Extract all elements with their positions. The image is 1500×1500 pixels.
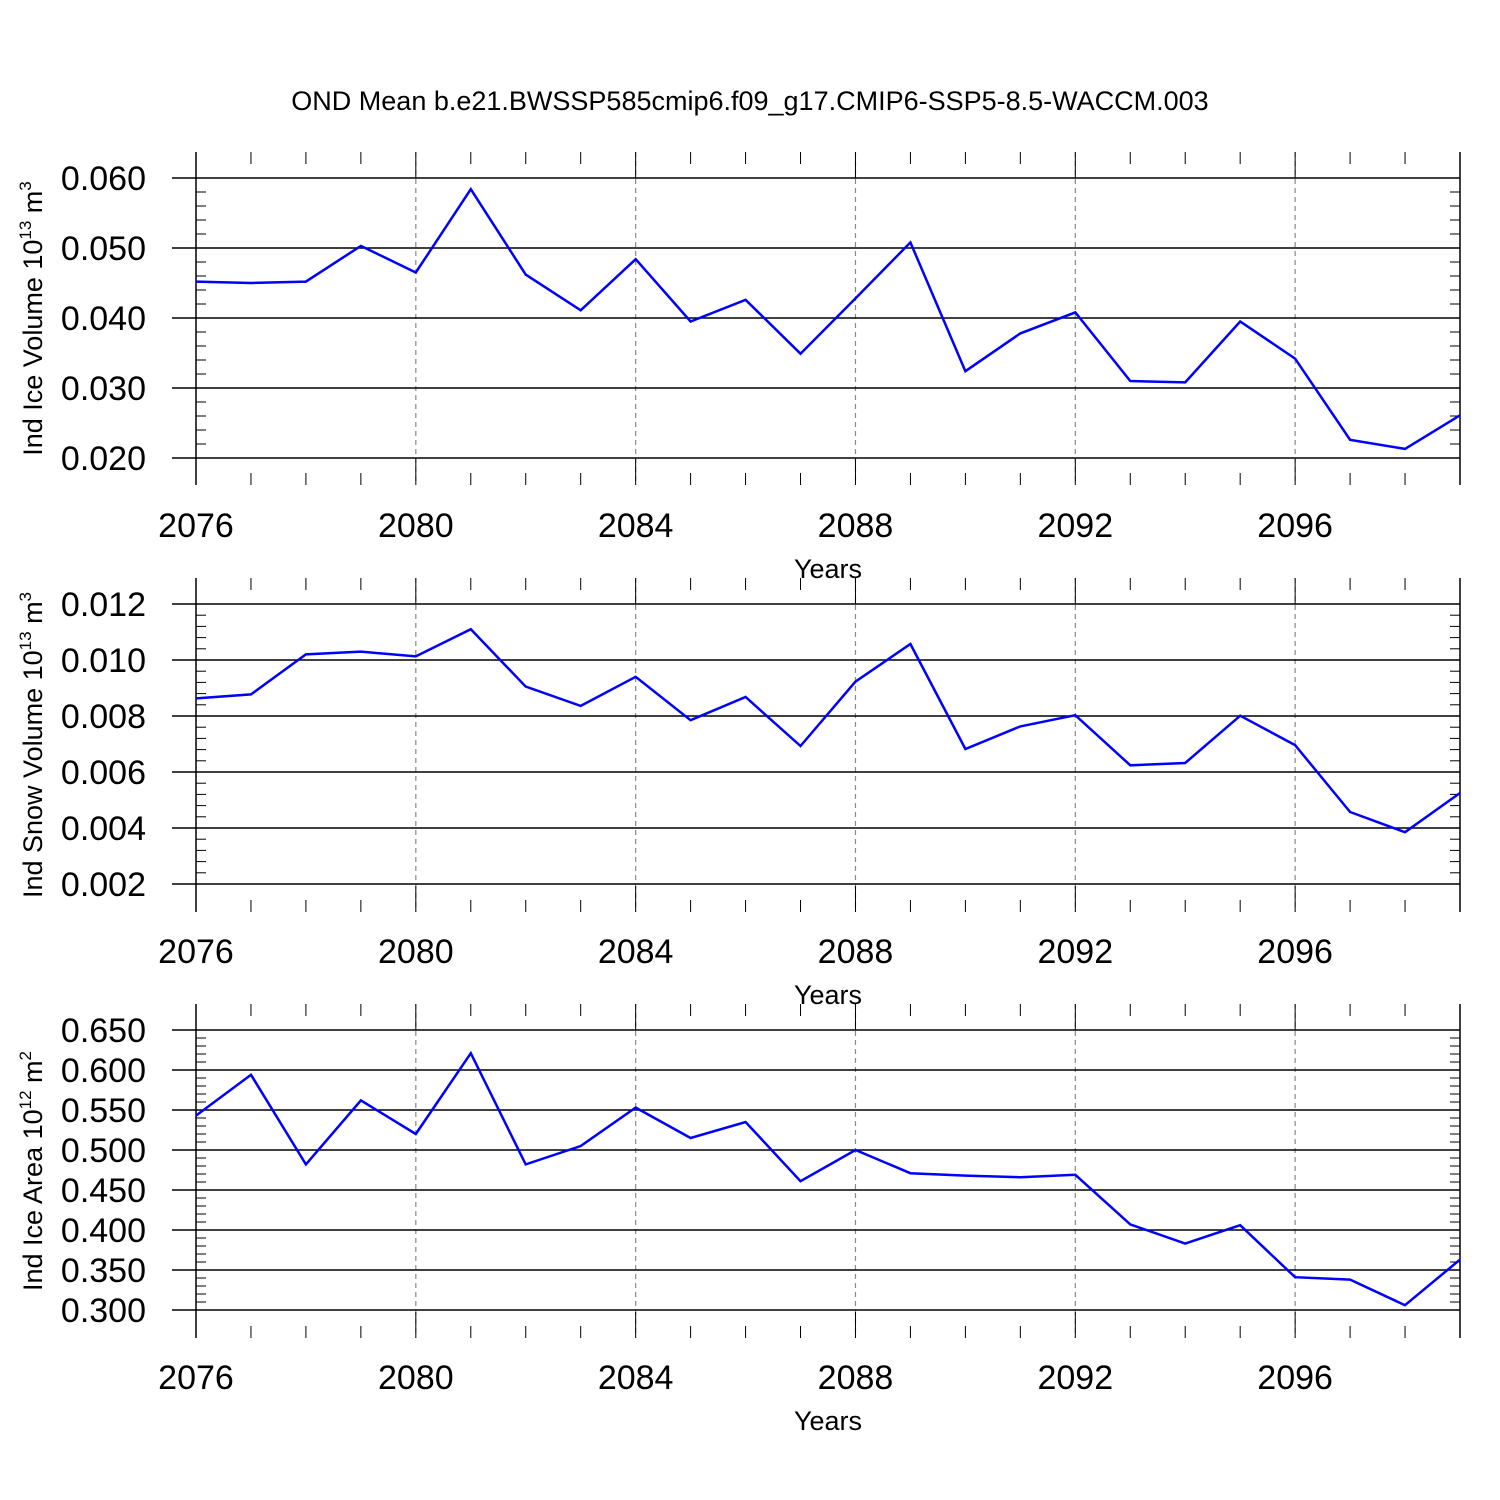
y-tick-label: 0.012 bbox=[61, 586, 146, 624]
x-axis-title: Years bbox=[794, 980, 862, 1010]
chart-panel-3: 0.3000.3500.4000.4500.5000.5500.6000.650… bbox=[16, 1004, 1461, 1436]
y-tick-label: 0.500 bbox=[61, 1132, 146, 1170]
y-tick-label: 0.006 bbox=[61, 754, 146, 792]
x-tick-label: 2092 bbox=[1037, 1359, 1113, 1397]
x-tick-label: 2092 bbox=[1037, 933, 1113, 971]
x-tick-label: 2096 bbox=[1257, 1359, 1333, 1397]
series-line bbox=[195, 627, 1461, 834]
y-tick-label: 0.004 bbox=[61, 810, 146, 848]
x-tick-label: 2080 bbox=[378, 1359, 454, 1397]
y-tick-label: 0.030 bbox=[61, 370, 146, 408]
series-line bbox=[195, 186, 1461, 451]
y-tick-label: 0.008 bbox=[61, 698, 146, 736]
y-tick-label: 0.050 bbox=[61, 230, 146, 268]
y-tick-label: 0.650 bbox=[61, 1012, 146, 1050]
y-axis-title: Ind Ice Volume 1013 m3 bbox=[16, 181, 48, 456]
y-tick-label: 0.060 bbox=[61, 160, 146, 198]
x-tick-label: 2088 bbox=[818, 933, 894, 971]
x-tick-label: 2076 bbox=[158, 1359, 234, 1397]
x-tick-label: 2080 bbox=[378, 933, 454, 971]
x-axis-title: Years bbox=[794, 554, 862, 584]
y-tick-label: 0.600 bbox=[61, 1052, 146, 1090]
chart-title: OND Mean b.e21.BWSSP585cmip6.f09_g17.CMI… bbox=[291, 86, 1209, 116]
x-tick-label: 2084 bbox=[598, 507, 674, 545]
x-tick-label: 2080 bbox=[378, 507, 454, 545]
y-axis-title: Ind Ice Area 1012 m2 bbox=[16, 1051, 48, 1291]
y-axis-title: Ind Snow Volume 1013 m3 bbox=[16, 592, 48, 898]
x-tick-label: 2076 bbox=[158, 507, 234, 545]
y-tick-label: 0.350 bbox=[61, 1252, 146, 1290]
chart-panel-2: 0.002 0.004 0.006 0.008 0.010 0.012 2076 2080 20… bbox=[16, 578, 1461, 1010]
x-tick-label: 2084 bbox=[598, 1359, 674, 1397]
y-tick-label: 0.002 bbox=[61, 866, 146, 904]
y-tick-label: 0.010 bbox=[61, 642, 146, 680]
x-tick-label: 2088 bbox=[818, 1359, 894, 1397]
y-tick-label: 0.450 bbox=[61, 1172, 146, 1210]
y-tick-label: 0.300 bbox=[61, 1292, 146, 1330]
y-tick-label: 0.020 bbox=[61, 440, 146, 478]
y-tick-label: 0.040 bbox=[61, 300, 146, 338]
x-tick-label: 2076 bbox=[158, 933, 234, 971]
y-tick-label: 0.550 bbox=[61, 1092, 146, 1130]
x-tick-label: 2096 bbox=[1257, 507, 1333, 545]
x-tick-label: 2084 bbox=[598, 933, 674, 971]
x-tick-label: 2096 bbox=[1257, 933, 1333, 971]
x-tick-label: 2092 bbox=[1037, 507, 1113, 545]
y-tick-label: 0.400 bbox=[61, 1212, 146, 1250]
series-line bbox=[195, 1050, 1461, 1307]
x-tick-label: 2088 bbox=[818, 507, 894, 545]
x-axis-title: Years bbox=[794, 1406, 862, 1436]
chart-panel-1: 0.020 0.030 0.040 0.050 0.060 2076 2080 2084 208… bbox=[16, 152, 1461, 584]
